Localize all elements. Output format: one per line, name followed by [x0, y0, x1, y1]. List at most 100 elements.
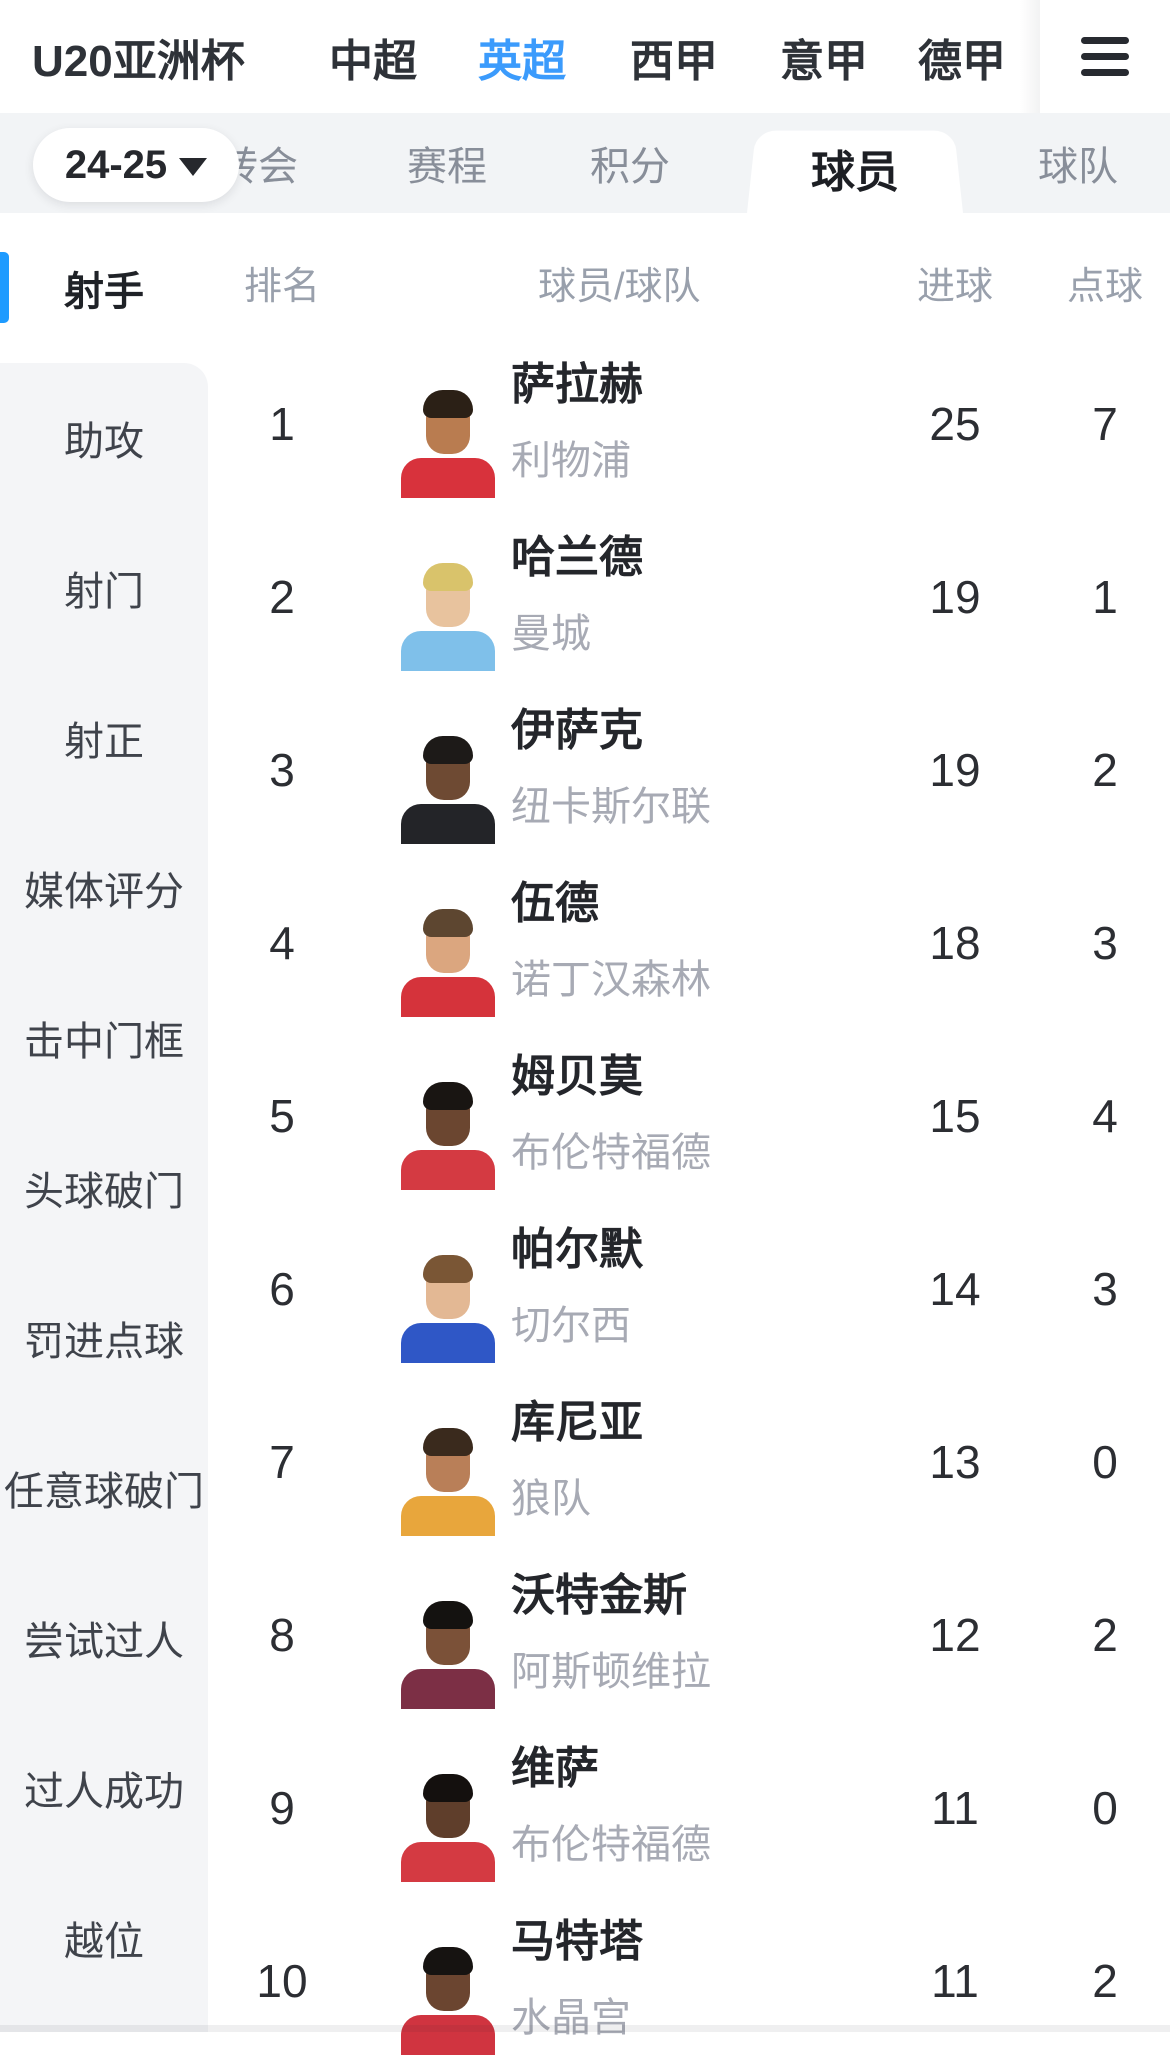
table-row[interactable]: 1 萨拉赫 利物浦 25 7 — [0, 333, 1170, 506]
season-selector[interactable]: 24-25 — [33, 128, 239, 202]
player-avatar — [398, 1251, 498, 1363]
rank-value: 5 — [269, 1089, 295, 1142]
tab-schedule[interactable]: 赛程 — [407, 145, 487, 189]
player-name: 维萨 — [511, 1743, 599, 1793]
rank-value: 4 — [269, 916, 295, 969]
goals-value: 15 — [929, 1089, 981, 1142]
sidebar-item-media-rating[interactable]: 媒体评分 — [24, 870, 184, 914]
goals-value: 11 — [931, 1954, 979, 2007]
selected-accent-bar — [0, 252, 9, 323]
sidebar-item-scorers-selected[interactable]: 射手 — [0, 252, 208, 323]
sidebar-item-dribbles-attempted[interactable]: 尝试过人 — [24, 1620, 184, 1664]
penalties-value: 0 — [1092, 1435, 1118, 1488]
player-name: 伍德 — [511, 878, 599, 928]
player-avatar — [398, 1597, 498, 1709]
player-avatar — [398, 1078, 498, 1190]
bottom-edge-divider — [0, 2025, 1170, 2032]
top-league-nav: U20亚洲杯 中超 英超 西甲 意甲 德甲 — [0, 0, 1170, 113]
sidebar-item-freekick-goals[interactable]: 任意球破门 — [4, 1470, 204, 1514]
player-avatar — [398, 1943, 498, 2055]
player-avatar — [398, 1770, 498, 1882]
nav-item-bundesliga[interactable]: 德甲 — [918, 36, 1006, 86]
player-team: 曼城 — [511, 611, 591, 656]
rank-value: 6 — [269, 1262, 295, 1315]
rank-value: 8 — [269, 1608, 295, 1661]
penalties-value: 3 — [1092, 1262, 1118, 1315]
player-avatar — [398, 1424, 498, 1536]
table-row[interactable]: 7 库尼亚 狼队 13 0 — [0, 1371, 1170, 1544]
goals-value: 19 — [929, 743, 981, 796]
table-row[interactable]: 5 姆贝莫 布伦特福德 15 4 — [0, 1025, 1170, 1198]
player-name: 姆贝莫 — [511, 1051, 643, 1101]
nav-item-u20-asian-cup[interactable]: U20亚洲杯 — [32, 36, 245, 86]
table-row[interactable]: 8 沃特金斯 阿斯顿维拉 12 2 — [0, 1544, 1170, 1717]
column-player: 球员/球队 — [538, 266, 701, 308]
player-team: 狼队 — [511, 1476, 591, 1521]
caret-down-icon — [179, 158, 208, 176]
goals-value: 12 — [929, 1608, 981, 1661]
rank-value: 3 — [269, 743, 295, 796]
goals-value: 14 — [929, 1262, 981, 1315]
menu-panel — [1020, 0, 1170, 113]
player-team: 纽卡斯尔联 — [511, 784, 711, 829]
player-name: 萨拉赫 — [511, 359, 643, 409]
sidebar-item-assists[interactable]: 助攻 — [64, 420, 144, 464]
penalties-value: 2 — [1092, 1954, 1118, 2007]
player-team: 阿斯顿维拉 — [511, 1649, 711, 1694]
nav-item-premier-league[interactable]: 英超 — [478, 36, 566, 86]
player-team: 水晶宫 — [511, 1995, 631, 2040]
player-avatar — [398, 386, 498, 498]
penalties-value: 2 — [1092, 743, 1118, 796]
penalties-value: 1 — [1092, 570, 1118, 623]
table-row[interactable]: 3 伊萨克 纽卡斯尔联 19 2 — [0, 679, 1170, 852]
penalties-value: 3 — [1092, 916, 1118, 969]
column-rank: 排名 — [243, 266, 321, 308]
rank-value: 10 — [256, 1954, 308, 2007]
table-row[interactable]: 2 哈兰德 曼城 19 1 — [0, 506, 1170, 679]
sidebar-item-dribbles-completed[interactable]: 过人成功 — [24, 1770, 184, 1814]
tab-teams[interactable]: 球队 — [1038, 145, 1118, 189]
nav-item-seriea[interactable]: 意甲 — [780, 36, 868, 86]
stats-sidebar: 助攻 射门 射正 媒体评分 击中门框 头球破门 罚进点球 任意球破门 尝试过人 … — [0, 363, 208, 2032]
player-team: 利物浦 — [511, 438, 631, 483]
top-scorers-panel: 排名 球员/球队 进球 点球 射手 助攻 射门 射正 媒体评分 击中门框 头球破… — [0, 213, 1170, 2055]
rank-value: 1 — [269, 397, 295, 450]
penalties-value: 2 — [1092, 1608, 1118, 1661]
player-avatar — [398, 559, 498, 671]
tab-standings[interactable]: 积分 — [590, 145, 670, 189]
player-avatar — [398, 905, 498, 1017]
player-team: 切尔西 — [511, 1303, 631, 1348]
table-header: 排名 球员/球队 进球 点球 — [0, 255, 1170, 315]
season-label: 24-25 — [64, 142, 168, 187]
player-name: 马特塔 — [511, 1916, 643, 1966]
sidebar-item-offsides[interactable]: 越位 — [64, 1920, 144, 1964]
section-tab-bar: 转会 赛程 积分 球员 球队 24-25 — [0, 113, 1170, 213]
nav-item-csl[interactable]: 中超 — [329, 36, 417, 86]
rank-value: 2 — [269, 570, 295, 623]
sidebar-item-shots-on-target[interactable]: 射正 — [64, 720, 144, 764]
player-team: 布伦特福德 — [511, 1130, 711, 1175]
sidebar-item-label: 射手 — [64, 269, 144, 314]
player-name: 沃特金斯 — [511, 1570, 687, 1620]
player-team: 布伦特福德 — [511, 1822, 711, 1867]
goals-value: 18 — [929, 916, 981, 969]
table-row[interactable]: 9 维萨 布伦特福德 11 0 — [0, 1717, 1170, 1890]
table-row[interactable]: 6 帕尔默 切尔西 14 3 — [0, 1198, 1170, 1371]
sidebar-item-woodwork[interactable]: 击中门框 — [24, 1020, 184, 1064]
player-list: 1 萨拉赫 利物浦 25 7 2 哈兰德 曼城 19 1 3 — [0, 333, 1170, 2063]
tab-players[interactable]: 球员 — [811, 148, 899, 197]
penalties-value: 0 — [1092, 1781, 1118, 1834]
table-row[interactable]: 4 伍德 诺丁汉森林 18 3 — [0, 852, 1170, 1025]
sidebar-item-headed-goals[interactable]: 头球破门 — [24, 1170, 184, 1214]
goals-value: 25 — [929, 397, 981, 450]
sidebar-item-penalties-scored[interactable]: 罚进点球 — [24, 1320, 184, 1364]
goals-value: 11 — [931, 1781, 979, 1834]
player-name: 帕尔默 — [511, 1224, 643, 1274]
player-avatar — [398, 732, 498, 844]
sidebar-item-shots[interactable]: 射门 — [64, 570, 144, 614]
player-name: 哈兰德 — [511, 532, 643, 582]
rank-value: 9 — [269, 1781, 295, 1834]
nav-item-laliga[interactable]: 西甲 — [630, 36, 718, 86]
hamburger-icon[interactable] — [1081, 36, 1129, 77]
penalties-value: 4 — [1092, 1089, 1118, 1142]
